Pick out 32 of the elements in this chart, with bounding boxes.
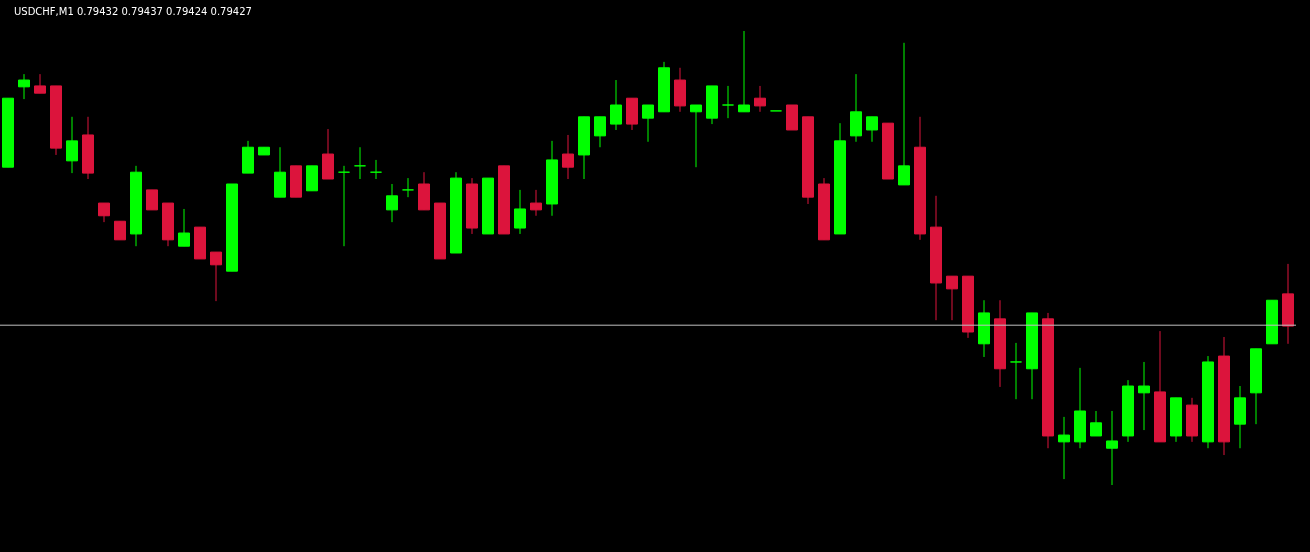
candlestick [66, 116, 78, 174]
candlestick [1106, 410, 1118, 486]
candlestick [210, 251, 222, 302]
candlestick [146, 189, 158, 211]
candlestick [354, 146, 366, 180]
candlestick [402, 177, 414, 198]
candlestick [562, 134, 574, 180]
candlestick [338, 165, 350, 247]
candlestick [754, 85, 766, 113]
candlestick [1138, 361, 1150, 431]
candlestick [722, 85, 734, 119]
candlestick [898, 42, 910, 186]
candlestick [1090, 410, 1102, 437]
candlestick [642, 104, 654, 143]
candlestick [738, 30, 750, 113]
candlestick [1010, 342, 1022, 400]
candlestick [514, 189, 526, 235]
candlestick [114, 220, 126, 241]
candlestick [386, 183, 398, 223]
chart-title: USDCHF,M1 0.79432 0.79437 0.79424 0.79427 [14, 5, 252, 17]
candlestick [98, 202, 110, 223]
candlestick [594, 116, 606, 148]
candlestick [34, 73, 46, 94]
candlestick [530, 189, 542, 217]
candlestick [690, 104, 702, 168]
candlestick [370, 159, 382, 180]
candlestick [18, 73, 30, 100]
candlestick [866, 116, 878, 143]
candlestick [610, 79, 622, 131]
candlestick [946, 275, 958, 321]
candlestick [1058, 416, 1070, 480]
candlestick [178, 208, 190, 247]
